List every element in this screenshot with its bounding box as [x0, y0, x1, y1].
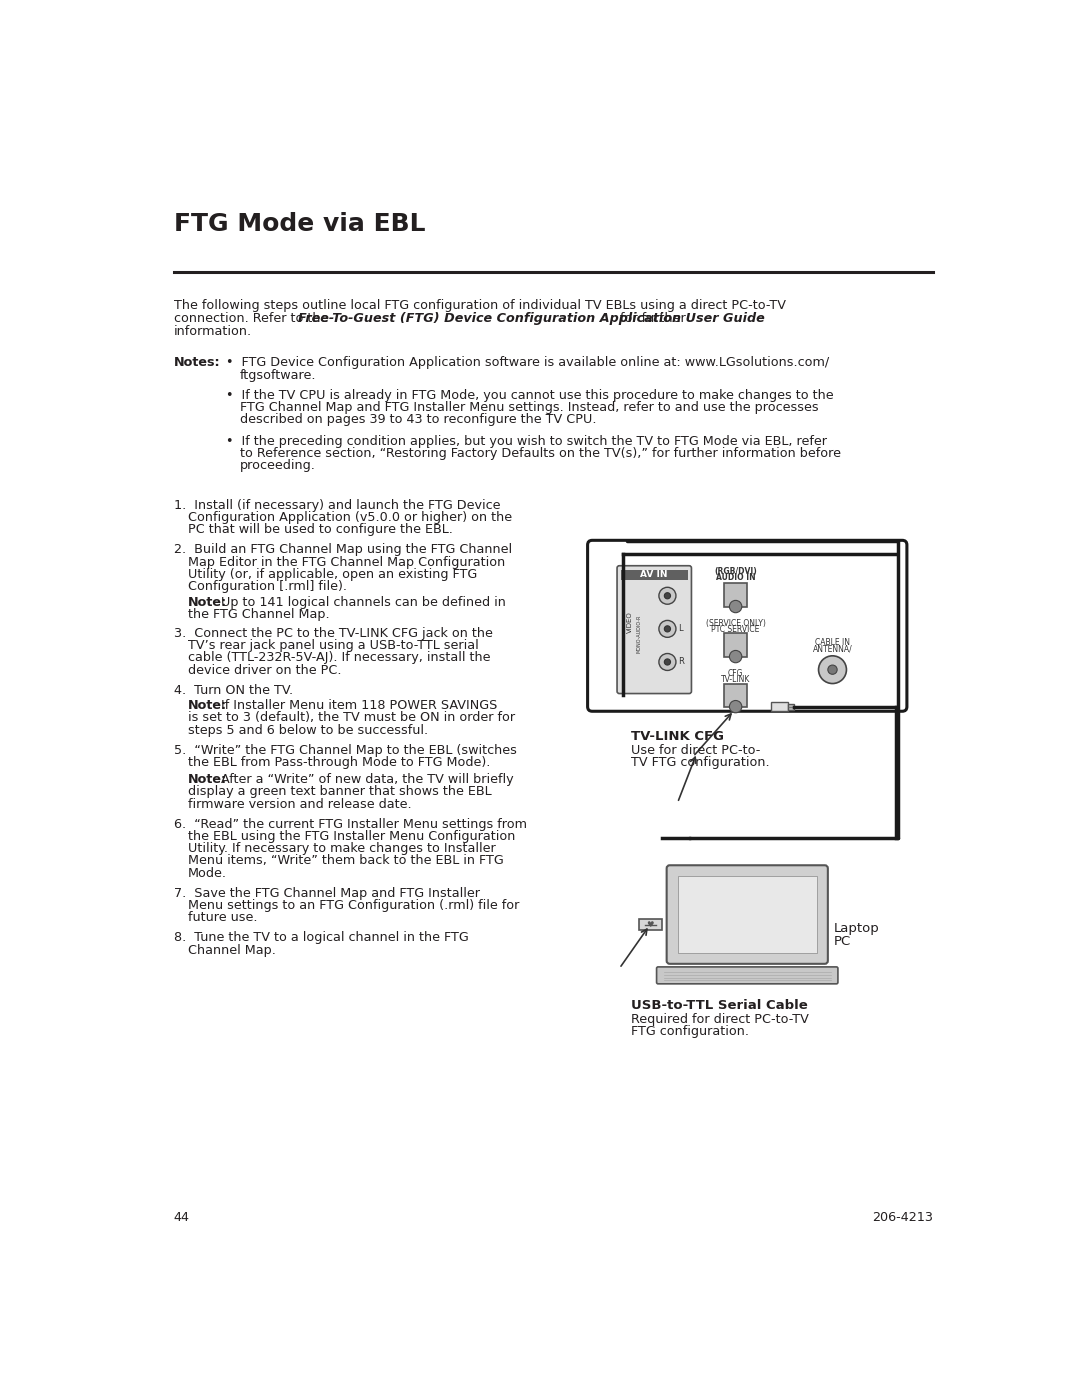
- Circle shape: [664, 626, 671, 631]
- Text: FTG Mode via EBL: FTG Mode via EBL: [174, 212, 426, 236]
- Text: •  FTG Device Configuration Application software is available online at: www.LGs: • FTG Device Configuration Application s…: [227, 356, 829, 369]
- Text: Mode.: Mode.: [188, 866, 227, 880]
- Circle shape: [664, 659, 671, 665]
- Circle shape: [729, 651, 742, 662]
- Circle shape: [659, 587, 676, 605]
- Circle shape: [729, 601, 742, 613]
- Bar: [724, 584, 747, 606]
- Text: CABLE IN: CABLE IN: [815, 638, 850, 647]
- Text: Required for direct PC-to-TV: Required for direct PC-to-TV: [631, 1013, 809, 1027]
- Bar: [724, 683, 747, 707]
- Bar: [677, 876, 816, 953]
- Text: 5.  “Write” the FTG Channel Map to the EBL (switches: 5. “Write” the FTG Channel Map to the EB…: [174, 743, 516, 757]
- Text: information.: information.: [174, 324, 252, 338]
- FancyBboxPatch shape: [666, 865, 828, 964]
- Text: the EBL using the FTG Installer Menu Configuration: the EBL using the FTG Installer Menu Con…: [188, 830, 515, 842]
- Circle shape: [828, 665, 837, 675]
- Text: 2.  Build an FTG Channel Map using the FTG Channel: 2. Build an FTG Channel Map using the FT…: [174, 543, 512, 556]
- Text: TV FTG configuration.: TV FTG configuration.: [631, 756, 770, 768]
- Bar: [638, 919, 662, 930]
- Text: FTG configuration.: FTG configuration.: [631, 1025, 750, 1038]
- Text: After a “Write” of new data, the TV will briefly: After a “Write” of new data, the TV will…: [217, 773, 514, 787]
- Text: steps 5 and 6 below to be successful.: steps 5 and 6 below to be successful.: [188, 724, 428, 736]
- Text: firmware version and release date.: firmware version and release date.: [188, 798, 411, 810]
- Text: PTC SERVICE: PTC SERVICE: [712, 624, 760, 634]
- Text: Menu items, “Write” them back to the EBL in FTG: Menu items, “Write” them back to the EBL…: [188, 855, 503, 868]
- Text: TV-LINK: TV-LINK: [721, 675, 751, 685]
- Text: AV IN: AV IN: [640, 570, 669, 580]
- Circle shape: [659, 654, 676, 671]
- Text: AUDIO IN: AUDIO IN: [716, 573, 755, 581]
- Text: Up to 141 logical channels can be defined in: Up to 141 logical channels can be define…: [217, 595, 507, 609]
- Bar: [621, 570, 688, 580]
- Text: TV’s rear jack panel using a USB-to-TTL serial: TV’s rear jack panel using a USB-to-TTL …: [188, 638, 478, 652]
- Text: Channel Map.: Channel Map.: [188, 944, 275, 957]
- Text: •  If the TV CPU is already in FTG Mode, you cannot use this procedure to make c: • If the TV CPU is already in FTG Mode, …: [227, 388, 834, 401]
- Text: for further: for further: [616, 312, 685, 324]
- Text: PC that will be used to configure the EBL.: PC that will be used to configure the EB…: [188, 524, 453, 536]
- Text: USB-to-TTL Serial Cable: USB-to-TTL Serial Cable: [631, 999, 808, 1013]
- Text: ftgsoftware.: ftgsoftware.: [240, 369, 316, 381]
- Text: PC: PC: [834, 936, 851, 949]
- FancyBboxPatch shape: [657, 967, 838, 983]
- Text: described on pages 39 to 43 to reconfigure the TV CPU.: described on pages 39 to 43 to reconfigu…: [240, 414, 596, 426]
- Text: •  If the preceding condition applies, but you wish to switch the TV to FTG Mode: • If the preceding condition applies, bu…: [227, 434, 827, 448]
- Text: is set to 3 (default), the TV must be ON in order for: is set to 3 (default), the TV must be ON…: [188, 711, 515, 724]
- Text: If Installer Menu item 118 POWER SAVINGS: If Installer Menu item 118 POWER SAVINGS: [217, 698, 498, 712]
- Bar: [787, 704, 794, 710]
- Text: to Reference section, “Restoring Factory Defaults on the TV(s),” for further inf: to Reference section, “Restoring Factory…: [240, 447, 840, 460]
- Text: Configuration Application (v5.0.0 or higher) on the: Configuration Application (v5.0.0 or hig…: [188, 511, 512, 524]
- Text: Configuration [.rml] file).: Configuration [.rml] file).: [188, 580, 347, 594]
- Text: Free-To-Guest (FTG) Device Configuration Application User Guide: Free-To-Guest (FTG) Device Configuration…: [298, 312, 765, 324]
- Text: The following steps outline local FTG configuration of individual TV EBLs using : The following steps outline local FTG co…: [174, 299, 786, 312]
- Bar: [770, 703, 787, 711]
- Text: MONO-AUDIO-R: MONO-AUDIO-R: [636, 615, 642, 652]
- Text: device driver on the PC.: device driver on the PC.: [188, 664, 341, 676]
- Text: VIDEO: VIDEO: [627, 610, 633, 633]
- Text: 8.  Tune the TV to a logical channel in the FTG: 8. Tune the TV to a logical channel in t…: [174, 932, 469, 944]
- Text: 7.  Save the FTG Channel Map and FTG Installer: 7. Save the FTG Channel Map and FTG Inst…: [174, 887, 480, 900]
- Text: Use for direct PC-to-: Use for direct PC-to-: [631, 743, 760, 757]
- Text: 206-4213: 206-4213: [873, 1211, 933, 1224]
- Circle shape: [659, 620, 676, 637]
- Text: 1.  Install (if necessary) and launch the FTG Device: 1. Install (if necessary) and launch the…: [174, 499, 500, 511]
- Text: display a green text banner that shows the EBL: display a green text banner that shows t…: [188, 785, 491, 798]
- Text: TV-LINK CFG: TV-LINK CFG: [631, 729, 724, 743]
- Text: proceeding.: proceeding.: [240, 460, 315, 472]
- Text: the FTG Channel Map.: the FTG Channel Map.: [188, 608, 329, 622]
- Text: future use.: future use.: [188, 911, 257, 925]
- Text: ANTENNA/: ANTENNA/: [812, 644, 852, 654]
- Text: 6.  “Read” the current FTG Installer Menu settings from: 6. “Read” the current FTG Installer Menu…: [174, 817, 527, 831]
- Text: (SERVICE ONLY): (SERVICE ONLY): [705, 619, 766, 629]
- Text: 44: 44: [174, 1211, 190, 1224]
- Text: Menu settings to an FTG Configuration (.rml) file for: Menu settings to an FTG Configuration (.…: [188, 900, 519, 912]
- Text: L: L: [678, 624, 683, 633]
- Text: Laptop: Laptop: [834, 922, 880, 935]
- FancyBboxPatch shape: [588, 541, 907, 711]
- Text: connection. Refer to the: connection. Refer to the: [174, 312, 333, 324]
- Text: cable (TTL-232R-5V-AJ). If necessary, install the: cable (TTL-232R-5V-AJ). If necessary, in…: [188, 651, 490, 664]
- Text: Map Editor in the FTG Channel Map Configuration: Map Editor in the FTG Channel Map Config…: [188, 556, 505, 569]
- Text: 4.  Turn ON the TV.: 4. Turn ON the TV.: [174, 683, 293, 697]
- Text: Note:: Note:: [188, 698, 227, 712]
- Text: Note:: Note:: [188, 773, 227, 787]
- Circle shape: [729, 700, 742, 712]
- Text: the EBL from Pass-through Mode to FTG Mode).: the EBL from Pass-through Mode to FTG Mo…: [188, 756, 490, 768]
- Text: (RGB/DVI): (RGB/DVI): [714, 567, 757, 576]
- Text: ♥: ♥: [647, 921, 654, 929]
- Bar: [724, 633, 747, 657]
- Text: Utility. If necessary to make changes to Installer: Utility. If necessary to make changes to…: [188, 842, 496, 855]
- Text: CFG: CFG: [728, 669, 743, 678]
- Circle shape: [819, 655, 847, 683]
- Text: Notes:: Notes:: [174, 356, 220, 369]
- Text: R: R: [678, 658, 684, 666]
- Text: Utility (or, if applicable, open an existing FTG: Utility (or, if applicable, open an exis…: [188, 569, 477, 581]
- Text: 3.  Connect the PC to the TV-LINK CFG jack on the: 3. Connect the PC to the TV-LINK CFG jac…: [174, 627, 492, 640]
- Text: Note:: Note:: [188, 595, 227, 609]
- FancyBboxPatch shape: [617, 566, 691, 693]
- Text: FTG Channel Map and FTG Installer Menu settings. Instead, refer to and use the p: FTG Channel Map and FTG Installer Menu s…: [240, 401, 819, 414]
- Circle shape: [664, 592, 671, 599]
